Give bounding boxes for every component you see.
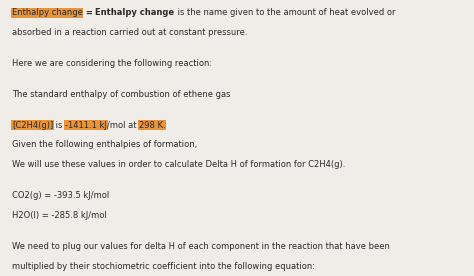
Text: H2O(l) = -285.8 kJ/mol: H2O(l) = -285.8 kJ/mol (12, 211, 107, 220)
Text: Here we are considering the following reaction:: Here we are considering the following re… (12, 59, 212, 68)
Text: CO2(g) = -393.5 kJ/mol: CO2(g) = -393.5 kJ/mol (12, 191, 109, 200)
Text: We will use these values in order to calculate Delta H of formation for C2H4(g).: We will use these values in order to cal… (12, 160, 345, 169)
Text: multiplied by their stochiometric coefficient into the following equation:: multiplied by their stochiometric coeffi… (12, 262, 315, 271)
Text: /mol at: /mol at (107, 121, 139, 129)
Text: Given the following enthalpies of formation,: Given the following enthalpies of format… (12, 140, 197, 149)
Text: We need to plug our values for delta H of each component in the reaction that ha: We need to plug our values for delta H o… (12, 242, 390, 251)
Text: absorbed in a reaction carried out at constant pressure.: absorbed in a reaction carried out at co… (12, 28, 247, 37)
Text: 298 K.: 298 K. (139, 121, 166, 129)
Text: is the name given to the amount of heat evolved or: is the name given to the amount of heat … (174, 8, 395, 17)
Text: Enthalpy change: Enthalpy change (12, 8, 83, 17)
Text: [C2H4(g)]: [C2H4(g)] (12, 121, 53, 129)
Text: -1411.1 kJ: -1411.1 kJ (65, 121, 107, 129)
Text: The standard enthalpy of combustion of ethene gas: The standard enthalpy of combustion of e… (12, 90, 230, 99)
Text: Enthalpy change: Enthalpy change (95, 8, 174, 17)
Text: is: is (53, 121, 65, 129)
Text: =: = (83, 8, 95, 17)
